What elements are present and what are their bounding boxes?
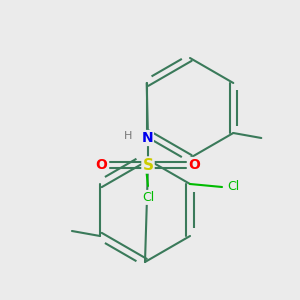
Text: O: O	[188, 158, 200, 172]
Text: N: N	[141, 131, 153, 145]
Text: Cl: Cl	[227, 181, 240, 194]
Text: O: O	[96, 158, 107, 172]
Text: H: H	[124, 130, 133, 141]
Text: Cl: Cl	[142, 191, 154, 204]
Text: S: S	[142, 158, 154, 172]
